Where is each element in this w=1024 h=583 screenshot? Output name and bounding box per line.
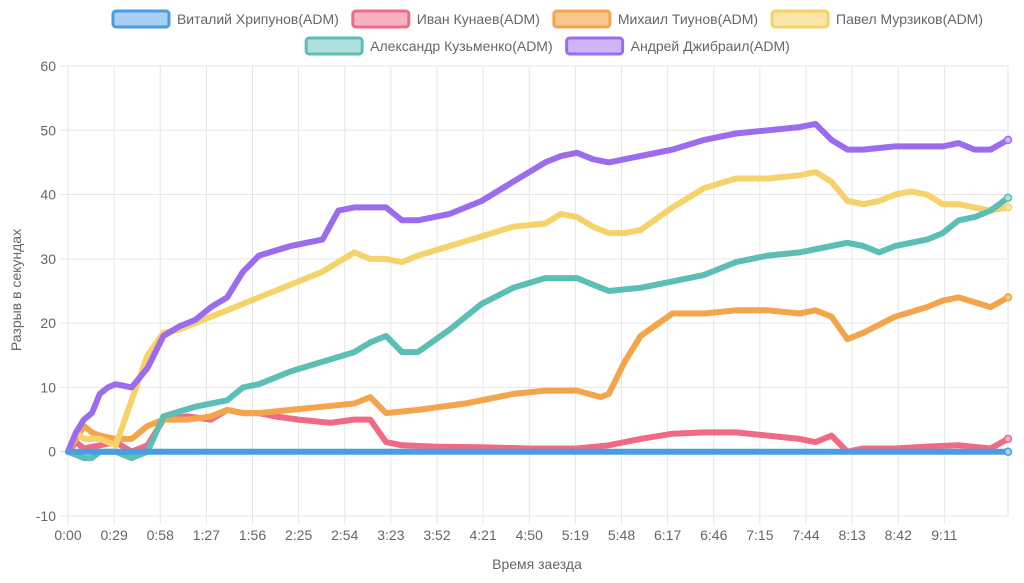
series-end-point xyxy=(1003,135,1013,145)
legend-swatch xyxy=(351,9,411,29)
legend-item[interactable]: Виталий Хрипунов(ADM) xyxy=(111,9,339,29)
series-end-point xyxy=(1003,293,1013,302)
y-tick-label: -10 xyxy=(36,508,56,524)
legend-item[interactable]: Александр Кузьменко(ADM) xyxy=(304,36,553,56)
series-line xyxy=(65,294,1011,455)
x-tick-label: 0:29 xyxy=(101,527,128,543)
x-tick-label: 4:50 xyxy=(516,527,543,543)
x-axis-title: Время заезда xyxy=(492,556,582,572)
legend-swatch xyxy=(304,36,364,56)
x-tick-label: 1:56 xyxy=(239,527,266,543)
axes: Разрыв в секундах Время заезда -10 0 10 20 3… xyxy=(8,58,958,572)
legend-label: Павел Мурзиков(ADM) xyxy=(836,11,983,27)
x-tick-label: 0:00 xyxy=(54,527,81,543)
x-tick-label: 4:21 xyxy=(470,527,497,543)
series-line xyxy=(65,194,1011,462)
legend-item[interactable]: Андрей Джибраил(ADM) xyxy=(565,36,790,56)
y-tick-label: 10 xyxy=(40,379,56,395)
x-tick-label: 7:15 xyxy=(746,527,773,543)
legend: Виталий Хрипунов(ADM) Иван Кунаев(ADM) Мих… xyxy=(111,9,983,56)
series-end-point xyxy=(1003,203,1013,212)
legend-swatch xyxy=(565,36,625,56)
series-end-point xyxy=(1003,193,1013,203)
y-tick-label: 50 xyxy=(40,122,56,138)
x-tick-label: 6:46 xyxy=(700,527,727,543)
y-tick-label: 20 xyxy=(40,315,56,331)
legend-swatch xyxy=(770,9,830,29)
x-tick-label: 2:25 xyxy=(285,527,312,543)
x-tick-label: 5:48 xyxy=(608,527,635,543)
x-tick-label: 2:54 xyxy=(331,527,358,543)
y-tick-label: 0 xyxy=(48,444,56,460)
legend-label: Михаил Тиунов(ADM) xyxy=(618,11,758,27)
series-end-point xyxy=(1003,447,1013,456)
x-tick-label: 5:19 xyxy=(562,527,589,543)
legend-item[interactable]: Михаил Тиунов(ADM) xyxy=(552,9,758,29)
x-tick-label: 8:13 xyxy=(839,527,866,543)
legend-label: Виталий Хрипунов(ADM) xyxy=(177,11,339,27)
legend-swatch xyxy=(552,9,612,29)
x-tick-label: 0:58 xyxy=(147,527,174,543)
x-tick-label: 7:44 xyxy=(792,527,819,543)
legend-label: Александр Кузьменко(ADM) xyxy=(370,38,552,54)
legend-swatch xyxy=(111,9,171,29)
y-tick-label: 30 xyxy=(40,251,56,267)
x-tick-label: 8:42 xyxy=(885,527,912,543)
x-tick-label: 6:17 xyxy=(654,527,681,543)
y-tick-label: 60 xyxy=(40,58,56,74)
grid xyxy=(60,65,1009,524)
x-tick-label: 3:52 xyxy=(423,527,450,543)
x-tick-label: 3:23 xyxy=(377,527,404,543)
x-tick-label: 9:11 xyxy=(931,527,957,543)
x-tick-label: 1:27 xyxy=(193,527,220,543)
legend-item[interactable]: Павел Мурзиков(ADM) xyxy=(770,9,983,29)
series-line xyxy=(65,120,1011,455)
y-axis-title: Разрыв в секундах xyxy=(8,229,24,351)
series-end-point xyxy=(1003,434,1013,444)
legend-label: Андрей Джибраил(ADM) xyxy=(631,38,790,54)
y-tick-label: 40 xyxy=(40,187,56,203)
series-lines xyxy=(65,120,1013,462)
legend-item[interactable]: Иван Кунаев(ADM) xyxy=(351,9,540,29)
legend-label: Иван Кунаев(ADM) xyxy=(417,11,540,27)
